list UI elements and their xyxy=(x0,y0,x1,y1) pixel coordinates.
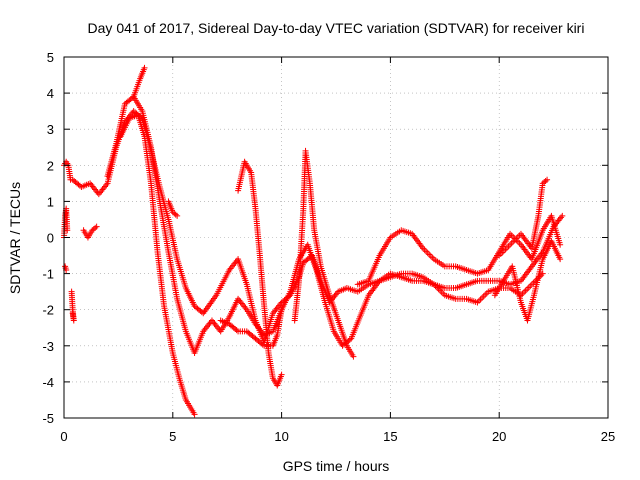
y-tick-label: -3 xyxy=(42,339,54,354)
data-point xyxy=(172,211,179,218)
data-point xyxy=(191,411,198,418)
y-tick-label: 0 xyxy=(47,231,54,246)
series-track-c xyxy=(117,111,198,418)
y-tick-label: 1 xyxy=(47,194,54,209)
x-axis-label: GPS time / hours xyxy=(283,458,390,474)
data-point xyxy=(542,177,549,184)
data-point xyxy=(557,256,564,263)
data-point xyxy=(129,94,136,101)
y-axis-label: SDTVAR / TECUs xyxy=(7,182,23,294)
series-track-b xyxy=(104,93,546,357)
y-tick-label: 2 xyxy=(47,158,54,173)
x-tick-label: 25 xyxy=(601,429,615,444)
series-track-i xyxy=(491,238,564,324)
series-track-h xyxy=(354,212,564,288)
data-point xyxy=(92,224,99,231)
grid xyxy=(64,57,608,418)
series-track-n xyxy=(68,288,77,324)
data-point xyxy=(233,327,240,334)
series-track-p xyxy=(165,198,181,219)
y-tick-label: 3 xyxy=(47,122,54,137)
series-track-d xyxy=(130,64,148,100)
series-track-e xyxy=(217,306,285,349)
axis-ticks: 0 5 10 15 20 25 -5 -4 -3 -2 -1 0 1 2 3 4 5 xyxy=(42,50,615,444)
y-tick-label: 4 xyxy=(47,86,54,101)
data-point xyxy=(559,212,566,219)
data-point xyxy=(259,341,266,348)
x-tick-label: 10 xyxy=(274,429,288,444)
y-tick-label: -1 xyxy=(42,267,54,282)
data-point xyxy=(557,241,564,248)
series-track-j xyxy=(496,176,551,259)
x-tick-label: 0 xyxy=(60,429,67,444)
data-point xyxy=(174,212,181,219)
y-tick-label: -5 xyxy=(42,411,54,426)
data-point xyxy=(278,306,285,313)
data-point xyxy=(278,371,285,378)
data-point xyxy=(544,176,551,183)
data-point xyxy=(93,223,100,230)
x-tick-label: 15 xyxy=(383,429,397,444)
data-points xyxy=(61,64,566,418)
chart-title: Day 041 of 2017, Sidereal Day-to-day VTE… xyxy=(88,20,585,36)
series-track-f xyxy=(235,158,285,389)
x-tick-label: 5 xyxy=(169,429,176,444)
y-tick-label: -4 xyxy=(42,375,54,390)
data-point xyxy=(64,227,71,234)
data-point xyxy=(69,310,76,317)
x-tick-label: 20 xyxy=(492,429,506,444)
y-tick-label: -2 xyxy=(42,303,54,318)
data-point xyxy=(67,176,74,183)
y-tick-label: 5 xyxy=(47,50,54,65)
series-track-o xyxy=(80,223,100,241)
data-point xyxy=(141,64,148,71)
data-point xyxy=(350,353,357,360)
series-track-g xyxy=(291,147,357,360)
